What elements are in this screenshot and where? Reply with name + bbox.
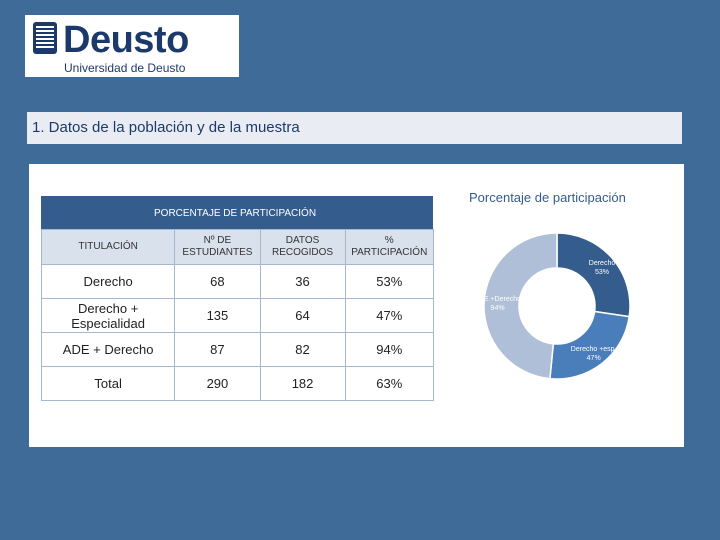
column-header: % PARTICIPACIÓN [344, 229, 434, 265]
table-cell: 63% [344, 366, 434, 401]
participation-donut-chart: Derecho 53% Derecho +esp. 47% ADE +Derecho 94… [477, 232, 631, 380]
table-cell: 290 [174, 366, 261, 401]
slice-label: Derecho [589, 260, 616, 267]
slice-value-label: 94% [491, 305, 505, 312]
section-title: 1. Datos de la población y de la muestra [32, 119, 300, 136]
table-cell: Derecho + Especialidad [40, 298, 176, 333]
table-title-bar: PORCENTAJE DE PARTICIPACIÓN [41, 196, 433, 229]
table-cell: Total [40, 366, 176, 401]
table-row: Total 290 182 63% [40, 366, 434, 401]
table-cell: ADE + Derecho [40, 332, 176, 367]
table-cell: 82 [259, 332, 346, 367]
table-row: Derecho 68 36 53% [40, 264, 434, 299]
slice-value-label: 47% [587, 355, 601, 362]
table-title: PORCENTAJE DE PARTICIPACIÓN [154, 208, 317, 219]
column-header: TITULACIÓN [40, 229, 176, 265]
slice-value-label: 53% [595, 269, 609, 276]
table-row: Derecho + Especialidad 135 64 47% [40, 298, 434, 333]
table-cell: 36 [259, 264, 346, 299]
logo: Deusto Universidad de Deusto [25, 15, 239, 77]
table-cell: 94% [344, 332, 434, 367]
content-panel: PORCENTAJE DE PARTICIPACIÓN TITULACIÓN N… [29, 164, 684, 447]
section-header: 1. Datos de la población y de la muestra [27, 112, 682, 144]
participation-table: TITULACIÓN Nº DE ESTUDIANTES DATOS RECOG… [40, 229, 434, 401]
university-shield-icon [33, 22, 57, 54]
slice-label: ADE +Derecho [477, 296, 521, 303]
column-header: DATOS RECOGIDOS [259, 229, 346, 265]
logo-title: Deusto [63, 19, 189, 61]
table-cell: 64 [259, 298, 346, 333]
table-cell: 47% [344, 298, 434, 333]
table-cell: 68 [174, 264, 261, 299]
table-cell: 135 [174, 298, 261, 333]
table-header-row: TITULACIÓN Nº DE ESTUDIANTES DATOS RECOG… [40, 229, 434, 265]
table-row: ADE + Derecho 87 82 94% [40, 332, 434, 367]
table-cell: 182 [259, 366, 346, 401]
table-cell: 87 [174, 332, 261, 367]
pie-slice-0 [556, 232, 631, 318]
column-header: Nº DE ESTUDIANTES [174, 229, 261, 265]
pie-slice-2 [483, 232, 558, 380]
table-cell: 53% [344, 264, 434, 299]
table-cell: Derecho [40, 264, 176, 299]
slice-label: Derecho +esp. [571, 346, 617, 353]
chart-title: Porcentaje de participación [469, 190, 626, 205]
logo-subtitle: Universidad de Deusto [64, 61, 186, 75]
